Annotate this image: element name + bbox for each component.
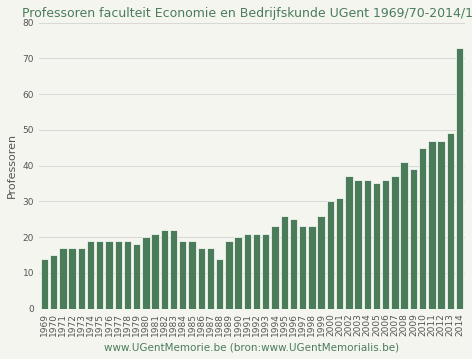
Bar xyxy=(318,216,325,309)
Bar xyxy=(299,227,306,309)
Bar xyxy=(410,169,417,309)
Bar xyxy=(327,201,334,309)
Bar xyxy=(280,216,288,309)
Bar xyxy=(216,258,223,309)
Bar xyxy=(354,180,362,309)
Bar xyxy=(207,248,214,309)
Bar xyxy=(41,258,48,309)
Bar xyxy=(152,233,159,309)
Bar xyxy=(456,47,463,309)
Bar xyxy=(244,233,251,309)
Bar xyxy=(133,244,140,309)
Bar xyxy=(308,227,316,309)
Bar xyxy=(50,255,57,309)
Bar xyxy=(271,227,278,309)
Bar xyxy=(77,248,85,309)
Bar xyxy=(225,241,233,309)
Bar xyxy=(428,140,436,309)
Bar xyxy=(124,241,131,309)
Bar xyxy=(363,180,371,309)
Y-axis label: Professoren: Professoren xyxy=(7,133,17,198)
Bar xyxy=(262,233,270,309)
Bar xyxy=(188,241,196,309)
Bar xyxy=(336,198,343,309)
Title: Professoren faculteit Economie en Bedrijfskunde UGent 1969/70-2014/15: Professoren faculteit Economie en Bedrij… xyxy=(23,7,472,20)
Bar xyxy=(382,180,389,309)
Bar xyxy=(253,233,260,309)
X-axis label: www.UGentMemorie.be (bron:www.UGentMemorialis.be): www.UGentMemorie.be (bron:www.UGentMemor… xyxy=(104,342,399,352)
Bar xyxy=(68,248,76,309)
Bar xyxy=(59,248,67,309)
Bar xyxy=(391,176,399,309)
Bar xyxy=(290,219,297,309)
Bar xyxy=(345,176,353,309)
Bar xyxy=(160,230,168,309)
Bar xyxy=(400,162,408,309)
Bar xyxy=(179,241,186,309)
Bar xyxy=(419,148,426,309)
Bar xyxy=(235,237,242,309)
Bar xyxy=(115,241,122,309)
Bar xyxy=(87,241,94,309)
Bar xyxy=(373,183,380,309)
Bar xyxy=(105,241,113,309)
Bar xyxy=(438,140,445,309)
Bar xyxy=(197,248,205,309)
Bar xyxy=(96,241,103,309)
Bar xyxy=(447,134,454,309)
Bar xyxy=(142,237,150,309)
Bar xyxy=(170,230,177,309)
